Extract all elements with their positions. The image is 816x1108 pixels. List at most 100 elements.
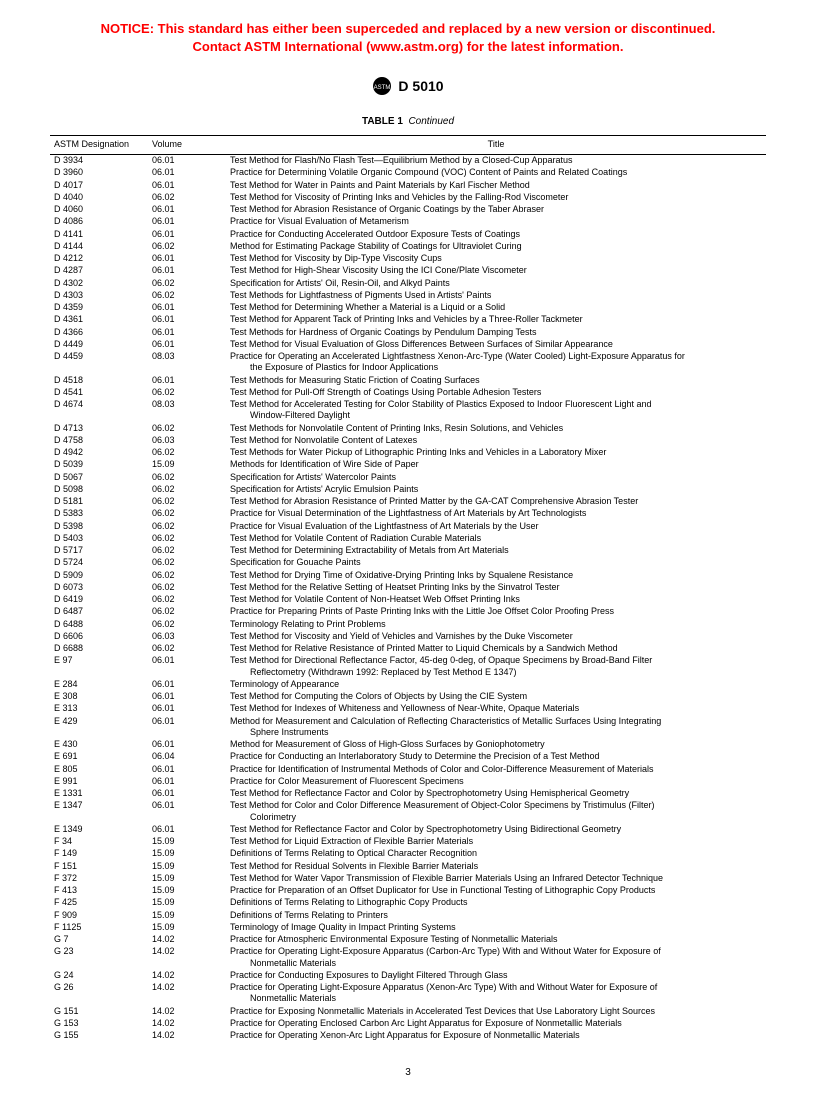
cell-volume: 06.02 bbox=[148, 191, 226, 203]
cell-title: Specification for Artists' Acrylic Emuls… bbox=[226, 483, 766, 495]
cell-designation: G 23 bbox=[50, 946, 148, 970]
table-row: D 503915.09Methods for Identification of… bbox=[50, 459, 766, 471]
table-row: D 590906.02Test Method for Drying Time o… bbox=[50, 569, 766, 581]
cell-volume: 06.01 bbox=[148, 326, 226, 338]
table-row: D 648806.02Terminology Relating to Print… bbox=[50, 618, 766, 630]
cell-designation: G 155 bbox=[50, 1030, 148, 1042]
cell-designation: D 4459 bbox=[50, 351, 148, 375]
table-row: D 408606.01Practice for Visual Evaluatio… bbox=[50, 216, 766, 228]
cell-volume: 15.09 bbox=[148, 909, 226, 921]
cell-designation: D 5383 bbox=[50, 508, 148, 520]
table-row: E 133106.01Test Method for Reflectance F… bbox=[50, 788, 766, 800]
cell-title: Test Method for Abrasion Resistance of O… bbox=[226, 204, 766, 216]
cell-title: Test Method for the Relative Setting of … bbox=[226, 581, 766, 593]
cell-title: Test Method for Reflectance Factor and C… bbox=[226, 788, 766, 800]
cell-volume: 06.02 bbox=[148, 569, 226, 581]
table-row: E 31306.01Test Method for Indexes of Whi… bbox=[50, 703, 766, 715]
cell-volume: 06.01 bbox=[148, 204, 226, 216]
cell-title: Test Methods for Lightfastness of Pigmen… bbox=[226, 289, 766, 301]
cell-volume: 06.01 bbox=[148, 715, 226, 739]
cell-volume: 06.02 bbox=[148, 240, 226, 252]
cell-designation: D 4086 bbox=[50, 216, 148, 228]
cell-volume: 06.02 bbox=[148, 643, 226, 655]
cell-title: Practice for Preparation of an Offset Du… bbox=[226, 885, 766, 897]
cell-designation: F 151 bbox=[50, 860, 148, 872]
cell-designation: D 4518 bbox=[50, 374, 148, 386]
cell-designation: E 691 bbox=[50, 751, 148, 763]
cell-designation: D 5717 bbox=[50, 545, 148, 557]
cell-volume: 06.01 bbox=[148, 788, 226, 800]
cell-volume: 06.04 bbox=[148, 751, 226, 763]
cell-title-cont: Window-Filtered Daylight bbox=[230, 410, 762, 421]
table-row: D 430206.02Specification for Artists' Oi… bbox=[50, 277, 766, 289]
cell-designation: D 5098 bbox=[50, 483, 148, 495]
table-row: D 660606.03Test Method for Viscosity and… bbox=[50, 630, 766, 642]
table-row: D 454106.02Test Method for Pull-Off Stre… bbox=[50, 386, 766, 398]
cell-designation: E 991 bbox=[50, 775, 148, 787]
table-row: D 445908.03Practice for Operating an Acc… bbox=[50, 351, 766, 375]
table-row: D 435906.01Test Method for Determining W… bbox=[50, 302, 766, 314]
table-row: D 393406.01Test Method for Flash/No Flas… bbox=[50, 154, 766, 167]
cell-designation: G 151 bbox=[50, 1005, 148, 1017]
cell-volume: 06.03 bbox=[148, 434, 226, 446]
cell-volume: 15.09 bbox=[148, 860, 226, 872]
cell-title: Test Method for Viscosity of Printing In… bbox=[226, 191, 766, 203]
cell-designation: E 1331 bbox=[50, 788, 148, 800]
cell-volume: 06.01 bbox=[148, 216, 226, 228]
cell-title: Definitions of Terms Relating to Printer… bbox=[226, 909, 766, 921]
cell-designation: E 1347 bbox=[50, 800, 148, 824]
cell-volume: 06.01 bbox=[148, 374, 226, 386]
cell-title: Test Method for Directional Reflectance … bbox=[226, 655, 766, 679]
cell-title: Test Method for Visual Evaluation of Glo… bbox=[226, 338, 766, 350]
table-row: F 41315.09Practice for Preparation of an… bbox=[50, 885, 766, 897]
cell-volume: 06.02 bbox=[148, 289, 226, 301]
page: NOTICE: This standard has either been su… bbox=[0, 0, 816, 1108]
cell-title: Test Method for Volatile Content of Non-… bbox=[226, 594, 766, 606]
cell-designation: D 4449 bbox=[50, 338, 148, 350]
cell-designation: G 7 bbox=[50, 934, 148, 946]
cell-designation: D 4366 bbox=[50, 326, 148, 338]
table-header-row: ASTM Designation Volume Title bbox=[50, 136, 766, 154]
cell-designation: D 4359 bbox=[50, 302, 148, 314]
cell-volume: 06.02 bbox=[148, 618, 226, 630]
cell-title: Test Method for Abrasion Resistance of P… bbox=[226, 496, 766, 508]
table-row: F 3415.09Test Method for Liquid Extracti… bbox=[50, 836, 766, 848]
cell-title: Practice for Visual Evaluation of the Li… bbox=[226, 520, 766, 532]
cell-volume: 06.02 bbox=[148, 594, 226, 606]
cell-volume: 14.02 bbox=[148, 969, 226, 981]
cell-volume: 06.02 bbox=[148, 508, 226, 520]
table-row: E 30806.01Test Method for Computing the … bbox=[50, 691, 766, 703]
cell-designation: D 3934 bbox=[50, 154, 148, 167]
cell-designation: D 4361 bbox=[50, 314, 148, 326]
cell-volume: 15.09 bbox=[148, 836, 226, 848]
table-row: D 475806.03Test Method for Nonvolatile C… bbox=[50, 434, 766, 446]
cell-volume: 14.02 bbox=[148, 1017, 226, 1029]
cell-title: Terminology of Image Quality in Impact P… bbox=[226, 921, 766, 933]
cell-designation: D 5039 bbox=[50, 459, 148, 471]
cell-designation: E 97 bbox=[50, 655, 148, 679]
table-row: D 572406.02Specification for Gouache Pai… bbox=[50, 557, 766, 569]
cell-volume: 15.09 bbox=[148, 885, 226, 897]
table-row: D 436106.01Test Method for Apparent Tack… bbox=[50, 314, 766, 326]
cell-title: Test Method for Indexes of Whiteness and… bbox=[226, 703, 766, 715]
table-row: G 2314.02Practice for Operating Light-Ex… bbox=[50, 946, 766, 970]
cell-designation: F 425 bbox=[50, 897, 148, 909]
table-row: E 69106.04Practice for Conducting an Int… bbox=[50, 751, 766, 763]
notice-banner: NOTICE: This standard has either been su… bbox=[50, 20, 766, 56]
cell-volume: 06.02 bbox=[148, 422, 226, 434]
col-designation: ASTM Designation bbox=[50, 136, 148, 154]
cell-designation: D 6606 bbox=[50, 630, 148, 642]
table-row: E 134706.01Test Method for Color and Col… bbox=[50, 800, 766, 824]
page-number: 3 bbox=[50, 1067, 766, 1078]
cell-title: Methods for Identification of Wire Side … bbox=[226, 459, 766, 471]
cell-designation: D 4942 bbox=[50, 447, 148, 459]
cell-designation: D 4713 bbox=[50, 422, 148, 434]
cell-designation: F 413 bbox=[50, 885, 148, 897]
table-row: D 494206.02Test Methods for Water Pickup… bbox=[50, 447, 766, 459]
cell-designation: D 4060 bbox=[50, 204, 148, 216]
cell-title: Test Method for Residual Solvents in Fle… bbox=[226, 860, 766, 872]
table-row: D 404006.02Test Method for Viscosity of … bbox=[50, 191, 766, 203]
table-row: D 607306.02Test Method for the Relative … bbox=[50, 581, 766, 593]
cell-designation: G 26 bbox=[50, 982, 148, 1006]
cell-volume: 06.02 bbox=[148, 606, 226, 618]
